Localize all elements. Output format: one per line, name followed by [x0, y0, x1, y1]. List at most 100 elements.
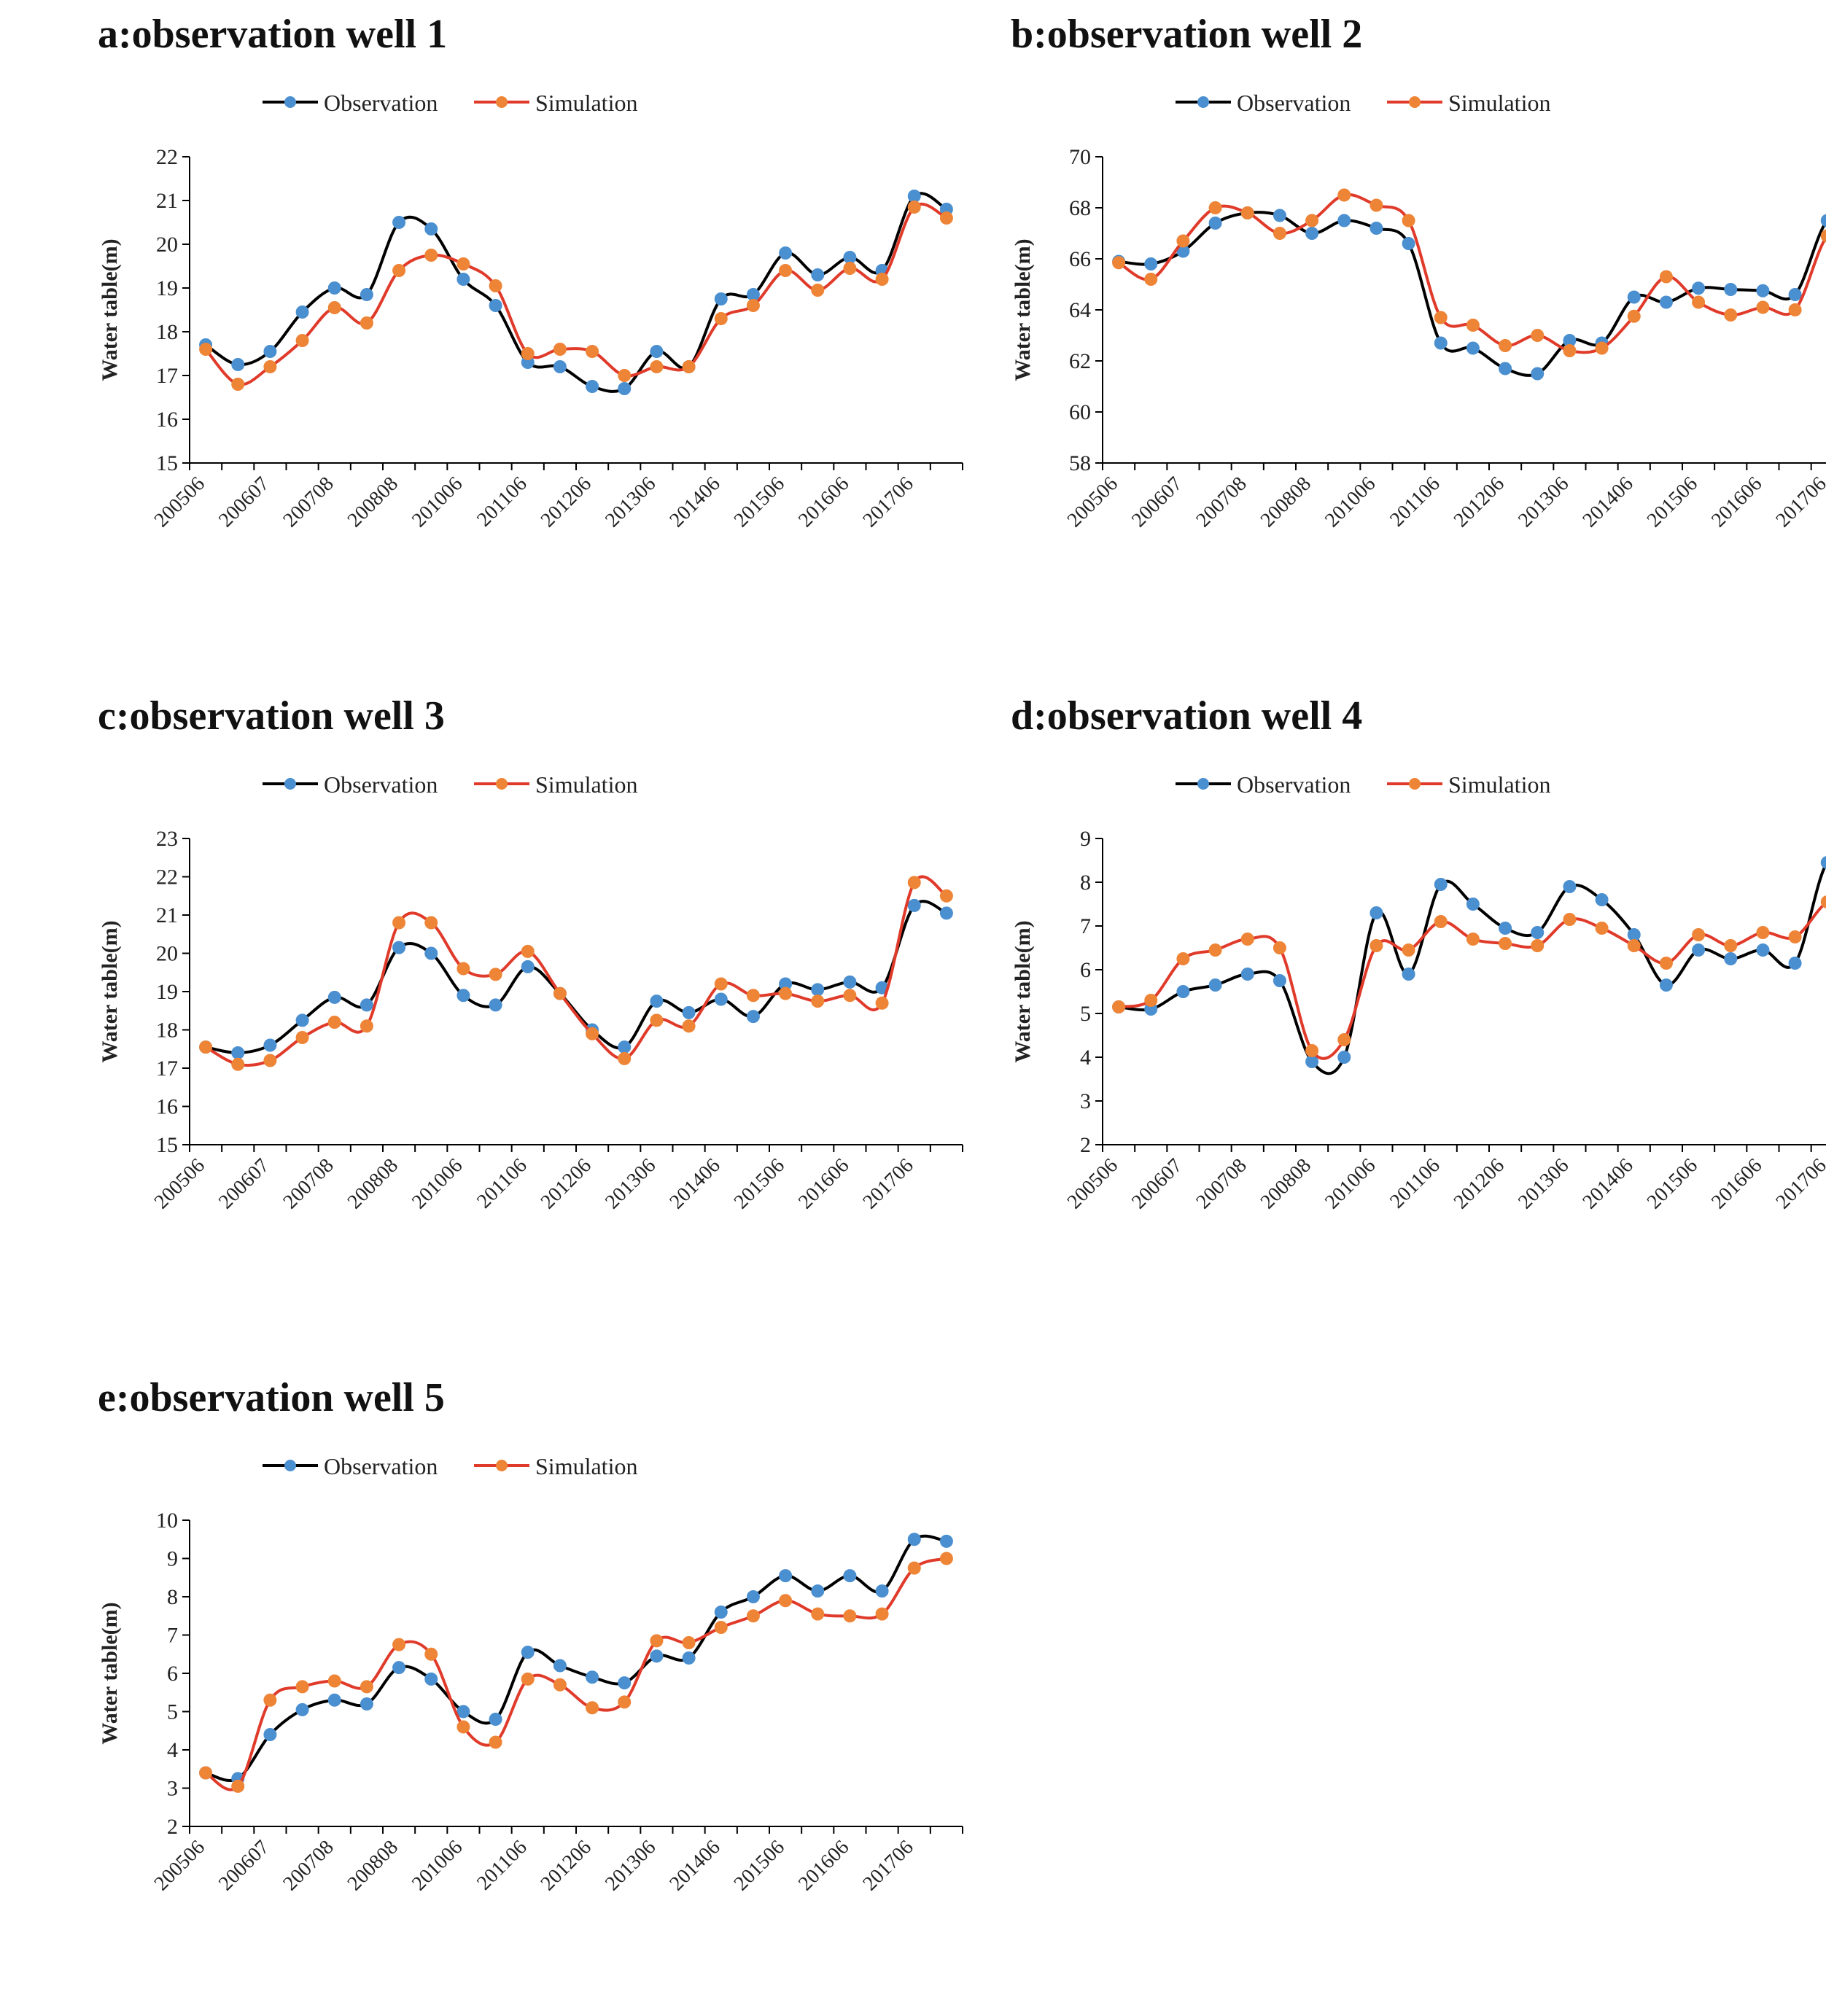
y-tick-label: 5 — [167, 1700, 178, 1724]
y-tick-label: 70 — [1069, 145, 1091, 169]
x-tick-label: 200607 — [1127, 472, 1186, 532]
series-observation-point — [1659, 978, 1673, 992]
series-observation-point — [1176, 244, 1190, 258]
chart-panel-e: e:observation well 5 Observation Simulati… — [88, 1374, 984, 2016]
y-tick-label: 17 — [156, 1056, 178, 1081]
y-tick-label: 6 — [167, 1662, 178, 1686]
y-axis-label: Water table(m) — [1011, 920, 1035, 1062]
series-observation-point — [424, 222, 438, 236]
x-tick-label: 201506 — [730, 1154, 789, 1213]
x-tick-label: 200607 — [1127, 1154, 1186, 1213]
series-observation-point — [1756, 284, 1770, 297]
chart-panel-a: a:observation well 1 Observation Simulati… — [88, 11, 984, 653]
y-tick-label: 60 — [1069, 400, 1091, 424]
series-simulation-point — [650, 1634, 664, 1648]
series-observation-point — [456, 273, 470, 286]
series-simulation-point — [939, 889, 953, 903]
series-observation-point — [618, 1676, 632, 1690]
x-tick-label: 200808 — [343, 1154, 403, 1213]
series-observation-point — [811, 268, 825, 281]
series-simulation-point — [1305, 1044, 1319, 1057]
series-observation-point — [295, 1013, 309, 1027]
x-tick-label: 201106 — [473, 1836, 532, 1895]
x-tick-label: 200808 — [1256, 472, 1316, 532]
series-simulation-point — [843, 262, 857, 275]
series-observation-point — [360, 288, 373, 301]
legend-observation-marker — [284, 96, 296, 108]
x-tick-label: 201606 — [1707, 472, 1766, 532]
y-tick-label: 9 — [1080, 827, 1091, 851]
series-simulation-point — [1112, 1000, 1126, 1013]
y-tick-label: 18 — [156, 1019, 178, 1043]
series-observation-point — [1208, 217, 1222, 230]
series-observation-point — [295, 305, 309, 319]
y-tick-label: 15 — [156, 451, 178, 475]
x-tick-label: 200708 — [279, 472, 338, 532]
x-tick-label: 200708 — [1192, 472, 1251, 532]
series-simulation-point — [392, 1638, 406, 1651]
legend-simulation-label: Simulation — [1448, 771, 1550, 798]
series-observation-point — [392, 941, 406, 954]
series-simulation-point — [811, 995, 825, 1008]
y-tick-label: 15 — [156, 1133, 178, 1157]
series-observation-point — [586, 380, 599, 393]
series-simulation-point — [1499, 937, 1512, 950]
x-tick-label: 201306 — [1514, 1154, 1573, 1213]
series-observation-point — [907, 190, 921, 203]
y-tick-label: 19 — [156, 276, 178, 300]
x-tick-label: 201406 — [665, 472, 724, 532]
chart-panel-d: d:observation well 4 Observation Simulati… — [1001, 693, 1826, 1334]
series-observation-point — [1305, 227, 1319, 240]
x-tick-label: 201406 — [1578, 472, 1637, 532]
series-simulation-point — [875, 996, 889, 1010]
series-observation-point — [939, 906, 953, 920]
x-tick-label: 201406 — [665, 1836, 724, 1895]
series-simulation-point — [939, 1552, 953, 1565]
series-simulation-point — [1627, 309, 1641, 323]
series-simulation-point — [1370, 198, 1383, 212]
series-simulation-point — [1659, 957, 1673, 970]
series-simulation-point — [618, 1051, 632, 1065]
x-tick-label: 201406 — [1578, 1154, 1637, 1213]
series-simulation-point — [779, 986, 793, 1000]
series-simulation-point — [424, 916, 438, 930]
series-simulation-point — [714, 312, 728, 325]
chart-title: b:observation well 2 — [1011, 12, 1363, 57]
series-observation-point — [231, 1046, 245, 1059]
series-observation-point — [1595, 893, 1609, 906]
y-tick-label: 2 — [167, 1815, 178, 1839]
series-observation-point — [1627, 290, 1641, 304]
x-tick-label: 200708 — [279, 1154, 338, 1213]
series-observation-point — [1499, 362, 1512, 375]
series-simulation-point — [1144, 994, 1158, 1007]
series-observation-point — [682, 1005, 696, 1019]
series-observation-point — [1337, 214, 1351, 227]
series-observation-point — [456, 1705, 470, 1719]
legend: Observation Simulation — [1176, 771, 1550, 798]
series-simulation-point — [1176, 952, 1190, 965]
series-observation-point — [327, 281, 341, 295]
y-tick-label: 22 — [156, 145, 178, 169]
series-simulation-line — [205, 875, 948, 1067]
legend-observation-marker — [284, 778, 296, 790]
series-observation-point — [618, 382, 632, 395]
series-simulation-point — [586, 1701, 599, 1715]
series-simulation-point — [199, 343, 213, 356]
series-simulation-point — [424, 1647, 438, 1661]
x-tick-label: 200607 — [214, 1836, 273, 1895]
series-simulation-point — [489, 279, 502, 292]
series-simulation-point — [553, 343, 567, 356]
x-tick-label: 200506 — [150, 472, 209, 532]
series-observation-line — [1118, 862, 1826, 1075]
series-simulation-point — [714, 977, 728, 991]
legend-simulation-label: Simulation — [1448, 90, 1550, 116]
series-observation-point — [650, 345, 664, 358]
series-simulation-point — [231, 378, 245, 391]
series-observation-point — [1305, 1055, 1319, 1068]
chart-plot-b: Observation Simulation 58 60 62 64 66 68 70 Water… — [1011, 90, 1826, 532]
legend-observation-marker — [1197, 96, 1209, 108]
series-simulation-point — [1466, 933, 1480, 946]
series-simulation-point — [295, 1031, 309, 1044]
series-simulation-point — [586, 1027, 599, 1040]
y-tick-label: 17 — [156, 364, 178, 388]
